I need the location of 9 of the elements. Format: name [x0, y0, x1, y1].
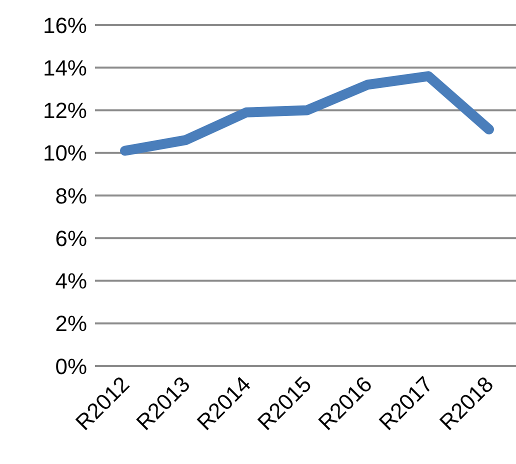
y-tick-label: 2% [55, 311, 87, 336]
y-tick-label: 14% [42, 55, 87, 80]
y-tick-label: 10% [42, 140, 87, 166]
y-tick-label: 4% [55, 268, 87, 294]
y-tick-label: 16% [42, 12, 87, 38]
y-tick-label: 0% [55, 354, 87, 379]
y-tick-label: 8% [55, 183, 87, 208]
y-tick-label: 12% [42, 98, 87, 124]
y-tick-label: 6% [55, 226, 87, 251]
